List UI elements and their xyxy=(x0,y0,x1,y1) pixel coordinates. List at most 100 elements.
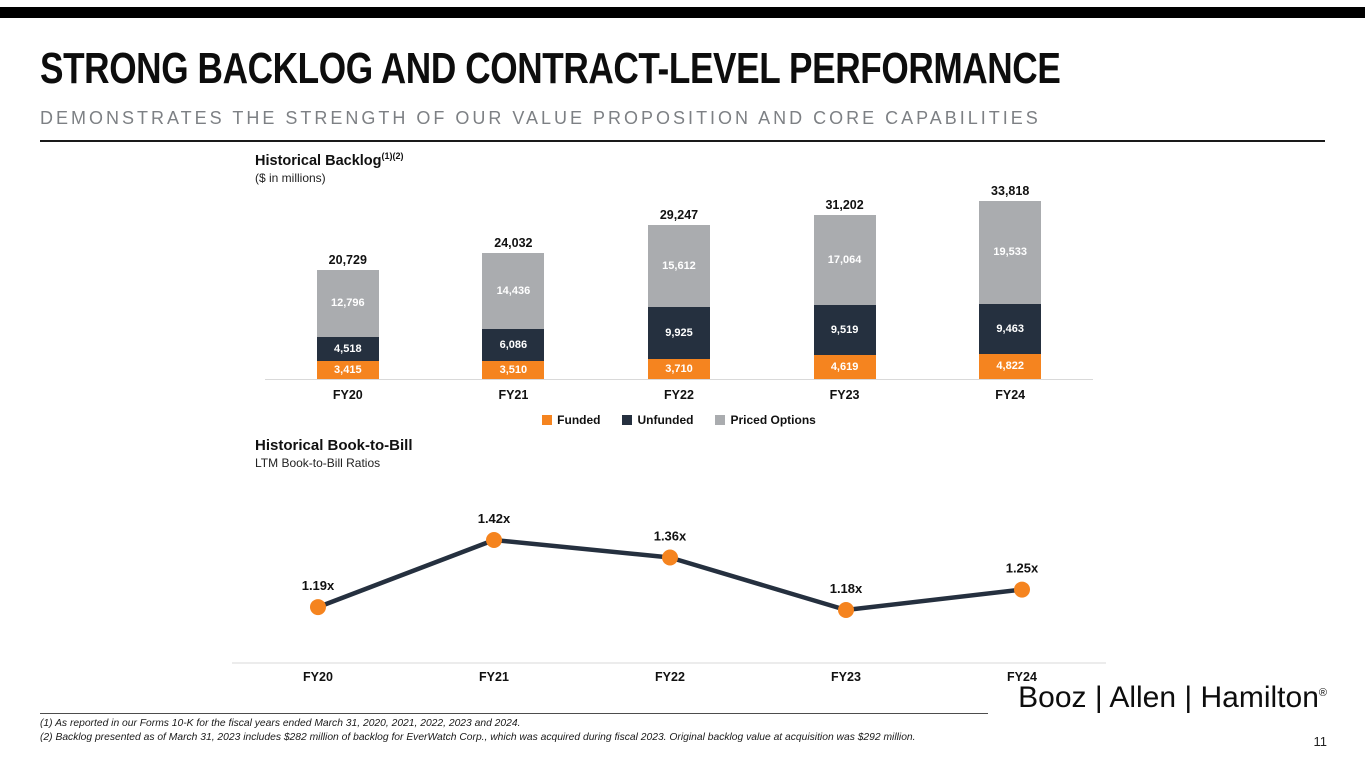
footnote-1: (1) As reported in our Forms 10-K for th… xyxy=(40,718,521,729)
footnotes: (1) As reported in our Forms 10-K for th… xyxy=(40,717,940,746)
x-axis-label: FY22 xyxy=(664,388,694,402)
data-point-value-label: 1.42x xyxy=(478,511,511,526)
bar-column-fy24: 33,818 19,533 9,463 4,822 xyxy=(927,184,1093,379)
bar-segment-value: 9,925 xyxy=(665,326,693,339)
bar-segment-unfunded: 9,925 xyxy=(647,307,710,359)
bar-chart-x-axis: FY20 FY21 FY22 FY23 FY24 xyxy=(265,388,1093,402)
backlog-chart-title: Historical Backlog(1)(2) xyxy=(255,151,404,169)
backlog-units-label: ($ in millions) xyxy=(255,170,326,185)
bar-segment-funded: 4,822 xyxy=(979,354,1042,379)
data-point-marker xyxy=(486,532,502,548)
bar-segment-unfunded: 9,519 xyxy=(813,305,876,355)
bar-stack: 15,612 9,925 3,710 xyxy=(647,225,710,379)
legend-label: Funded xyxy=(557,413,601,427)
data-point-marker xyxy=(838,602,854,619)
x-axis-label: FY21 xyxy=(498,388,529,402)
bar-segment-value: 3,510 xyxy=(499,363,528,376)
booz-allen-hamilton-logo: Booz | Allen | Hamilton® xyxy=(1018,681,1327,715)
x-axis-label: FY22 xyxy=(655,670,685,684)
book-to-bill-subtitle: LTM Book-to-Bill Ratios xyxy=(255,456,381,470)
bar-segment-funded: 3,415 xyxy=(316,361,379,379)
bar-stack: 12,796 4,518 3,415 xyxy=(316,270,379,379)
bar-segment-value: 3,415 xyxy=(334,363,362,376)
bar-column-fy21: 24,032 14,436 6,086 3,510 xyxy=(431,236,597,379)
bar-segment-value: 4,619 xyxy=(830,360,859,373)
bar-segment-value: 3,710 xyxy=(665,362,693,375)
bar-chart-plot-area: 20,729 12,796 4,518 3,415 24,032 14,436 6,086 3… xyxy=(265,166,1093,380)
bar-segment-priced-options: 14,436 xyxy=(482,253,545,329)
data-point-value-label: 1.25x xyxy=(1006,561,1039,576)
legend-swatch xyxy=(542,415,553,425)
footer-divider xyxy=(40,713,988,714)
x-axis-label: FY20 xyxy=(303,670,333,684)
data-point-marker xyxy=(310,599,326,616)
bar-stack: 17,064 9,519 4,619 xyxy=(813,215,876,379)
bar-stack: 14,436 6,086 3,510 xyxy=(482,253,545,379)
header-divider xyxy=(40,140,1325,142)
x-axis-label: FY23 xyxy=(831,670,861,684)
logo-text: Booz | Allen | Hamilton xyxy=(1018,681,1319,714)
legend-item-priced-options: Priced Options xyxy=(715,413,816,427)
line-chart-x-axis: FY20 FY21 FY22 FY23 FY24 xyxy=(230,670,1110,684)
legend-label: Priced Options xyxy=(730,413,816,427)
backlog-title-text: Historical Backlog xyxy=(255,152,382,169)
bar-segment-value: 15,612 xyxy=(662,259,696,272)
legend-swatch xyxy=(622,415,633,425)
bar-total-label: 24,032 xyxy=(494,236,533,250)
slide-title: STRONG BACKLOG AND CONTRACT-LEVEL PERFOR… xyxy=(40,44,1061,93)
backlog-bar-chart: 20,729 12,796 4,518 3,415 24,032 14,436 6,086 3… xyxy=(265,166,1093,427)
book-to-bill-chart-title: Historical Book-to-Bill xyxy=(255,437,413,454)
data-point-marker xyxy=(662,549,678,566)
footnote-2: (2) Backlog presented as of March 31, 20… xyxy=(40,732,916,744)
line-chart-svg: 1.19x 1.42x 1.36x 1.18x 1.25x xyxy=(232,511,1106,664)
bar-segment-funded: 3,510 xyxy=(482,361,545,379)
bar-segment-value: 4,518 xyxy=(334,342,362,355)
x-axis-label: FY23 xyxy=(829,388,860,402)
page-number: 11 xyxy=(1313,734,1328,749)
data-point-value-label: 1.18x xyxy=(830,581,863,596)
bar-total-label: 20,729 xyxy=(328,253,367,267)
top-accent-bar xyxy=(0,7,1365,18)
bar-segment-priced-options: 17,064 xyxy=(813,215,876,305)
bar-total-label: 31,202 xyxy=(825,198,864,212)
legend-item-unfunded: Unfunded xyxy=(622,413,693,427)
legend-item-funded: Funded xyxy=(542,413,600,427)
legend-swatch xyxy=(715,415,726,425)
bar-segment-priced-options: 12,796 xyxy=(316,270,379,337)
bar-segment-value: 6,086 xyxy=(499,338,528,351)
backlog-footnote-reference: (1)(2) xyxy=(381,151,404,161)
x-axis-label: FY24 xyxy=(995,388,1026,402)
bar-segment-priced-options: 15,612 xyxy=(647,225,710,307)
bar-segment-value: 12,796 xyxy=(330,297,365,309)
data-point-value-label: 1.19x xyxy=(302,578,335,593)
bar-stack: 19,533 9,463 4,822 xyxy=(979,201,1042,379)
chart-legend: Funded Unfunded Priced Options xyxy=(265,413,1093,427)
bar-column-fy22: 29,247 15,612 9,925 3,710 xyxy=(596,208,762,379)
bar-segment-unfunded: 4,518 xyxy=(316,337,379,361)
x-axis-label: FY20 xyxy=(332,388,363,402)
bar-total-label: 33,818 xyxy=(991,184,1030,198)
bar-segment-funded: 3,710 xyxy=(647,359,710,379)
bar-segment-value: 14,436 xyxy=(496,284,531,297)
bar-total-label: 29,247 xyxy=(659,208,699,222)
bar-segment-unfunded: 6,086 xyxy=(482,329,545,361)
bar-segment-funded: 4,619 xyxy=(813,355,876,379)
bar-segment-value: 9,463 xyxy=(996,322,1024,335)
bar-column-fy23: 31,202 17,064 9,519 4,619 xyxy=(762,198,928,379)
registered-trademark-symbol: ® xyxy=(1318,687,1327,699)
slide-subtitle: DEMONSTRATES THE STRENGTH OF OUR VALUE P… xyxy=(40,108,1041,128)
x-axis-label: FY24 xyxy=(1007,670,1037,684)
data-point-marker xyxy=(1014,581,1030,598)
bar-segment-value: 17,064 xyxy=(827,253,862,266)
bar-segment-priced-options: 19,533 xyxy=(979,201,1042,304)
bar-segment-unfunded: 9,463 xyxy=(979,304,1042,354)
x-axis-label: FY21 xyxy=(479,670,509,684)
legend-label: Unfunded xyxy=(637,413,694,427)
bar-segment-value: 4,822 xyxy=(996,360,1024,372)
book-to-bill-line-chart: 1.19x 1.42x 1.36x 1.18x 1.25x xyxy=(230,482,1110,668)
bar-column-fy20: 20,729 12,796 4,518 3,415 xyxy=(265,253,431,379)
data-point-value-label: 1.36x xyxy=(654,529,687,544)
bar-segment-value: 19,533 xyxy=(993,246,1027,258)
backlog-chart-heading: Historical Backlog(1)(2) ($ in millions) xyxy=(255,151,404,185)
book-to-bill-chart-heading: Historical Book-to-Bill LTM Book-to-Bill… xyxy=(255,437,413,470)
